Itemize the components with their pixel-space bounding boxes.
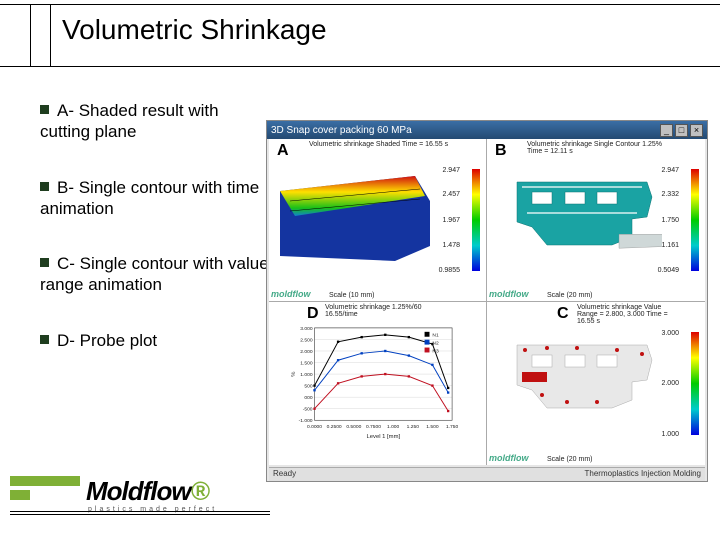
window-body: A Volumetric shrinkage Shaded Time = 16.… [269,139,705,465]
model-a-shaded [275,161,435,271]
svg-text:0.0000: 0.0000 [307,424,322,430]
svg-text:N1: N1 [432,333,439,339]
scale-b: Scale (20 mm) [547,292,593,299]
svg-text:000: 000 [304,395,312,401]
scale-c: Scale (20 mm) [547,456,593,463]
svg-text:-1.000: -1.000 [299,418,313,424]
viewport-b-caption: Volumetric shrinkage Single Contour 1.25… [527,141,675,155]
minimize-button[interactable]: _ [660,124,673,137]
svg-text:N3: N3 [432,348,439,354]
window-titlebar[interactable]: 3D Snap cover packing 60 MPa _ □ × [267,121,707,139]
status-right: Thermoplastics Injection Molding [585,469,702,480]
svg-text:1.750: 1.750 [446,424,458,430]
brand-a: moldflow [271,289,311,299]
svg-text:500: 500 [304,384,312,390]
svg-text:0.5000: 0.5000 [346,424,361,430]
slide-title: Volumetric Shrinkage [62,14,327,46]
viewport-d-label: D [307,305,319,323]
window-title: 3D Snap cover packing 60 MPa [271,125,658,136]
header-rail: Volumetric Shrinkage [0,0,720,72]
svg-text:N2: N2 [432,341,439,347]
svg-text:3.000: 3.000 [300,326,313,332]
svg-text:2.000: 2.000 [300,349,313,355]
status-left: Ready [273,469,296,480]
viewport-d[interactable]: D Volumetric shrinkage 1.25%/60 16.55/ti… [269,302,487,465]
close-button[interactable]: × [690,124,703,137]
svg-text:1.250: 1.250 [407,424,420,430]
viewport-a[interactable]: A Volumetric shrinkage Shaded Time = 16.… [269,139,487,302]
svg-text:1.000: 1.000 [300,372,313,378]
bullet-d: D- Probe plot [40,330,270,351]
svg-text:0.2500: 0.2500 [327,424,342,430]
bullet-list: A- Shaded result with cutting plane B- S… [40,100,270,385]
brand-b: moldflow [489,289,529,299]
bullet-a: A- Shaded result with cutting plane [40,100,270,143]
viewport-b-label: B [495,142,507,160]
svg-text:-500: -500 [303,407,313,413]
brand-c: moldflow [489,453,529,463]
logo-text: Moldflow® [86,476,209,507]
scale-a: Scale (10 mm) [329,292,375,299]
viewport-a-caption: Volumetric shrinkage Shaded Time = 16.55… [309,141,456,148]
model-c-range [497,330,662,430]
svg-text:1.500: 1.500 [300,361,313,367]
viewport-c-label: C [557,305,569,323]
svg-text:1.000: 1.000 [387,424,400,430]
svg-text:1.500: 1.500 [426,424,439,430]
footer-logo: Moldflow® plastics made perfect [10,476,270,532]
probe-plot: 3.000 2.500 2.000 1.500 1.000 500 000 -500 -1.00… [287,322,458,440]
bullet-c: C- Single contour with value range anima… [40,253,270,296]
colorbar-a: 2.947 2.457 1.967 1.478 0.9855 [460,169,482,271]
window-statusbar: Ready Thermoplastics Injection Molding [269,467,705,481]
colorbar-c: 3.000 2.000 1.000 [679,332,701,435]
svg-text:2.500: 2.500 [300,337,313,343]
simulation-window: 3D Snap cover packing 60 MPa _ □ × A Vol… [266,120,708,482]
colorbar-b: 2.947 2.332 1.750 1.161 0.5049 [679,169,701,271]
viewport-b[interactable]: B Volumetric shrinkage Single Contour 1.… [487,139,705,302]
svg-text:Level 1 [mm]: Level 1 [mm] [366,434,400,440]
svg-text:0.7500: 0.7500 [366,424,381,430]
model-b-contour [497,167,662,267]
viewport-c-caption: Volumetric shrinkage Value Range = 2.800… [577,304,675,325]
bullet-b: B- Single contour with time animation [40,177,270,220]
viewport-a-label: A [277,142,289,160]
svg-text:%: % [291,371,297,377]
viewport-d-caption: Volumetric shrinkage 1.25%/60 16.55/time [325,304,456,318]
maximize-button[interactable]: □ [675,124,688,137]
viewport-c[interactable]: C Volumetric shrinkage Value Range = 2.8… [487,302,705,465]
